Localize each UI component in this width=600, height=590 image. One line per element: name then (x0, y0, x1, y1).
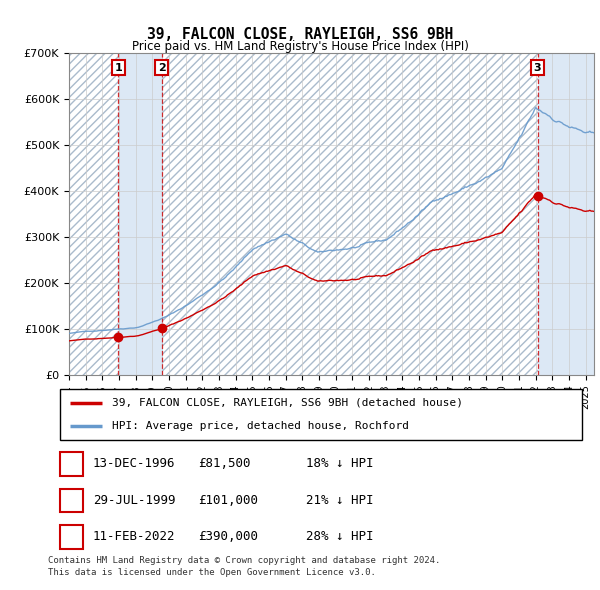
Text: 28% ↓ HPI: 28% ↓ HPI (306, 530, 373, 543)
Text: 39, FALCON CLOSE, RAYLEIGH, SS6 9BH (detached house): 39, FALCON CLOSE, RAYLEIGH, SS6 9BH (det… (112, 398, 463, 408)
Text: 39, FALCON CLOSE, RAYLEIGH, SS6 9BH: 39, FALCON CLOSE, RAYLEIGH, SS6 9BH (147, 27, 453, 42)
Text: 18% ↓ HPI: 18% ↓ HPI (306, 457, 373, 470)
Text: 3: 3 (533, 63, 541, 73)
Text: 3: 3 (68, 530, 75, 543)
Text: £81,500: £81,500 (198, 457, 251, 470)
Text: 1: 1 (114, 63, 122, 73)
Text: 1: 1 (68, 457, 75, 470)
Text: 21% ↓ HPI: 21% ↓ HPI (306, 494, 373, 507)
Text: This data is licensed under the Open Government Licence v3.0.: This data is licensed under the Open Gov… (48, 568, 376, 576)
Bar (538, 53, 594, 375)
Bar (69, 53, 118, 375)
Text: Contains HM Land Registry data © Crown copyright and database right 2024.: Contains HM Land Registry data © Crown c… (48, 556, 440, 565)
Text: £101,000: £101,000 (198, 494, 258, 507)
Bar (162, 53, 538, 375)
Text: 13-DEC-1996: 13-DEC-1996 (93, 457, 176, 470)
Text: 29-JUL-1999: 29-JUL-1999 (93, 494, 176, 507)
Text: HPI: Average price, detached house, Rochford: HPI: Average price, detached house, Roch… (112, 421, 409, 431)
Bar (118, 53, 162, 375)
Text: 2: 2 (68, 494, 75, 507)
Text: 2: 2 (158, 63, 166, 73)
Text: 11-FEB-2022: 11-FEB-2022 (93, 530, 176, 543)
Text: £390,000: £390,000 (198, 530, 258, 543)
Text: Price paid vs. HM Land Registry's House Price Index (HPI): Price paid vs. HM Land Registry's House … (131, 40, 469, 53)
